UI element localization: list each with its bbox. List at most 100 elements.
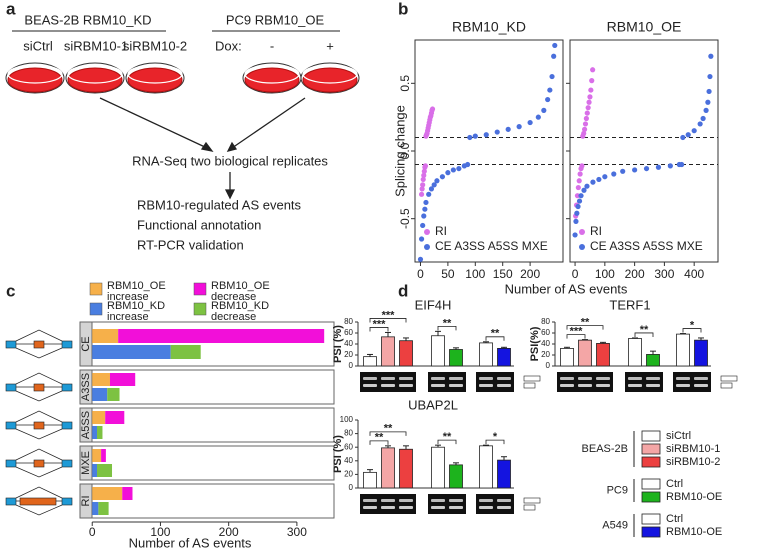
significance-bracket bbox=[369, 431, 407, 436]
data-point bbox=[418, 236, 425, 242]
data-point bbox=[586, 99, 592, 105]
bar-segment bbox=[92, 388, 108, 401]
gel-band bbox=[479, 506, 493, 509]
category-box bbox=[79, 445, 335, 481]
exon bbox=[61, 340, 73, 349]
data-point bbox=[574, 210, 580, 216]
bar bbox=[497, 347, 511, 367]
data-point bbox=[516, 124, 522, 130]
data-point bbox=[703, 107, 709, 113]
legend-group: A549 bbox=[602, 519, 628, 531]
significance-label: ** bbox=[491, 328, 500, 340]
x-tick-label: 150 bbox=[493, 267, 513, 281]
gel-band bbox=[399, 384, 413, 387]
bar-segment bbox=[105, 411, 125, 424]
dish-medium bbox=[7, 67, 63, 93]
exon bbox=[33, 459, 45, 468]
legend-marker bbox=[424, 244, 430, 250]
significance-label: *** bbox=[373, 318, 387, 330]
bar bbox=[676, 333, 690, 367]
data-point bbox=[708, 53, 714, 59]
data-point bbox=[421, 213, 427, 219]
legend-label: CE A3SS A5SS MXE bbox=[435, 239, 548, 253]
category-label: MXE bbox=[80, 451, 92, 475]
bar-segment bbox=[92, 464, 98, 477]
category-label: A3SS bbox=[80, 373, 92, 401]
data-point bbox=[421, 168, 427, 174]
data-point bbox=[705, 99, 711, 105]
bar-segment bbox=[97, 464, 113, 477]
legend-label: siRBM10-1 bbox=[666, 443, 720, 455]
bar bbox=[646, 354, 660, 367]
output-label: RT-PCR validation bbox=[137, 237, 244, 252]
category-label: A5SS bbox=[80, 411, 92, 439]
panel-label: a bbox=[6, 0, 16, 18]
dish-rim bbox=[302, 64, 358, 84]
data-point bbox=[421, 172, 427, 178]
exon bbox=[33, 421, 45, 430]
gel-band bbox=[628, 384, 642, 387]
gel-band bbox=[497, 377, 511, 380]
data-point bbox=[422, 163, 429, 169]
splice-arc bbox=[15, 410, 63, 423]
data-point bbox=[632, 167, 638, 173]
panel-label: b bbox=[398, 0, 408, 18]
y-tick-label: 0.0 bbox=[398, 142, 412, 159]
x-tick-label: 0 bbox=[89, 525, 96, 539]
bar bbox=[449, 349, 463, 367]
y-tick-label: 0 bbox=[349, 483, 354, 492]
bar bbox=[578, 339, 592, 367]
data-point bbox=[572, 232, 578, 238]
exon bbox=[61, 497, 73, 506]
gel bbox=[360, 494, 416, 514]
panel-label: c bbox=[6, 281, 15, 300]
gel bbox=[428, 494, 466, 514]
panel-label: d bbox=[398, 281, 408, 300]
dish-medium bbox=[302, 67, 358, 93]
legend-swatch bbox=[89, 302, 103, 316]
data-point bbox=[578, 193, 584, 199]
gel-band bbox=[694, 377, 708, 380]
data-point bbox=[585, 105, 591, 111]
bar bbox=[449, 464, 463, 489]
data-point bbox=[577, 171, 583, 177]
legend-swatch bbox=[641, 456, 661, 468]
data-point bbox=[527, 119, 533, 126]
data-point bbox=[590, 179, 596, 185]
gel bbox=[476, 372, 514, 392]
legend-marker bbox=[579, 244, 585, 250]
splice-arc bbox=[15, 466, 63, 478]
bar bbox=[431, 335, 445, 367]
bar-segment bbox=[107, 388, 120, 401]
data-point bbox=[590, 67, 596, 73]
bar bbox=[596, 343, 610, 367]
y-tick-label: 60 bbox=[344, 442, 353, 451]
category-strip bbox=[79, 407, 93, 443]
gel-band bbox=[381, 506, 395, 509]
data-point bbox=[576, 198, 583, 204]
gel-band bbox=[431, 377, 445, 380]
bar bbox=[399, 448, 413, 489]
gel-band bbox=[676, 377, 690, 380]
category-strip bbox=[79, 369, 93, 405]
gel-band bbox=[431, 506, 445, 509]
dish-rim bbox=[7, 64, 63, 84]
bar-segment bbox=[98, 502, 109, 515]
data-point bbox=[579, 163, 585, 169]
significance-label: ** bbox=[581, 317, 590, 329]
data-point bbox=[535, 114, 541, 120]
legend-label: siRBM10-2 bbox=[666, 456, 720, 468]
x-tick-label: 50 bbox=[441, 267, 455, 281]
exon bbox=[5, 497, 17, 506]
bar bbox=[381, 336, 395, 367]
significance-bracket bbox=[566, 325, 604, 330]
gel-band bbox=[449, 377, 463, 380]
dish-medium bbox=[244, 67, 300, 93]
x-tick-label: 300 bbox=[287, 525, 307, 539]
data-point bbox=[602, 174, 608, 180]
x-axis-label: Number of AS events bbox=[129, 535, 252, 549]
significance-bracket bbox=[682, 328, 702, 333]
chart-title: EIF4H bbox=[415, 297, 452, 312]
y-tick-label: 20 bbox=[541, 350, 550, 359]
gel-band bbox=[363, 377, 377, 380]
